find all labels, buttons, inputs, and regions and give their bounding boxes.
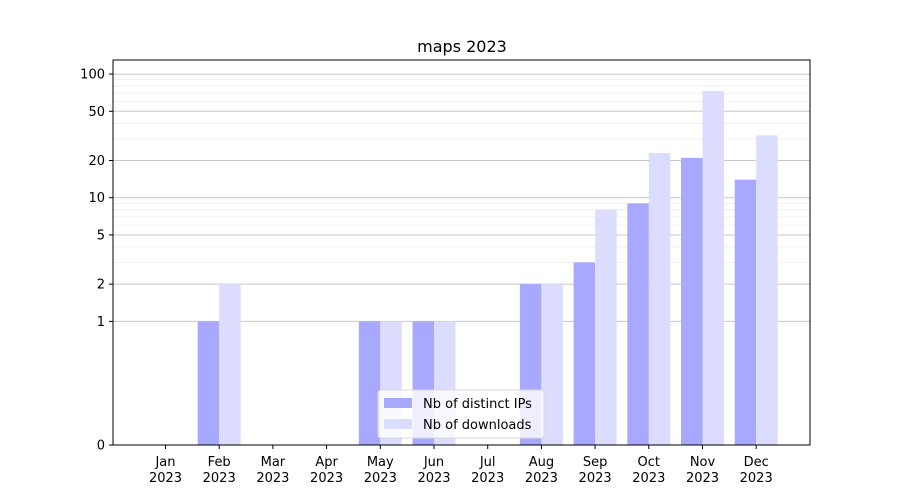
x-tick-label-year: 2023	[256, 471, 289, 486]
plot-frame	[112, 59, 811, 446]
legend-swatch	[384, 398, 412, 408]
legend-label: Nb of downloads	[423, 418, 532, 433]
x-tick-label-year: 2023	[686, 471, 719, 486]
chart-title: maps 2023	[417, 37, 507, 56]
x-tick-label-month: Apr	[315, 455, 338, 470]
x-tick-label-year: 2023	[203, 471, 236, 486]
x-tick-label-year: 2023	[525, 471, 558, 486]
x-tick-label-year: 2023	[740, 471, 773, 486]
legend-swatch	[384, 419, 412, 429]
x-tick-label-month: Nov	[690, 455, 716, 470]
legend-label: Nb of distinct IPs	[423, 397, 532, 412]
bar-ips	[358, 321, 381, 445]
bar-downloads	[219, 284, 241, 445]
bar-downloads	[595, 209, 617, 445]
bar-downloads	[702, 90, 724, 445]
y-tick-label: 50	[88, 105, 105, 120]
bar-ips	[197, 321, 220, 445]
y-tick-label: 20	[88, 154, 105, 169]
bar-ips	[627, 203, 649, 445]
x-tick-label-month: Feb	[208, 455, 231, 470]
y-tick-label: 5	[97, 228, 105, 243]
x-tick-label-year: 2023	[417, 471, 450, 486]
y-tick-label: 10	[88, 191, 105, 206]
x-axis: Jan2023Feb2023Mar2023Apr2023May2023Jun20…	[149, 445, 773, 486]
x-tick-label-month: Jun	[423, 455, 444, 470]
x-tick-label-month: Mar	[261, 455, 286, 470]
x-tick-label-month: Jul	[479, 455, 496, 470]
x-tick-label-month: Jan	[154, 455, 175, 470]
y-tick-label: 0	[97, 439, 105, 454]
bar-ips	[734, 179, 757, 446]
y-tick-label: 2	[97, 278, 105, 293]
x-tick-label-month: Aug	[529, 455, 554, 470]
y-axis: 0 1 2 5 10 20 50 100	[80, 68, 113, 454]
x-tick-label-year: 2023	[310, 471, 343, 486]
bar-downloads	[648, 153, 671, 445]
x-tick-label-month: Oct	[638, 455, 660, 470]
x-tick-label-year: 2023	[579, 471, 612, 486]
x-tick-label-year: 2023	[632, 471, 665, 486]
x-tick-label-year: 2023	[149, 471, 182, 486]
legend: Nb of distinct IPs Nb of downloads	[377, 389, 545, 439]
y-tick-label: 100	[80, 68, 105, 83]
x-tick-label-month: May	[367, 455, 394, 470]
bar-downloads	[756, 135, 778, 445]
bar-ips	[681, 157, 703, 446]
x-tick-label-year: 2023	[471, 471, 504, 486]
bar-ips	[573, 262, 596, 445]
x-tick-label-month: Sep	[583, 455, 608, 470]
y-tick-label: 1	[97, 315, 105, 330]
x-tick-label-year: 2023	[364, 471, 397, 486]
bar-downloads	[541, 284, 563, 445]
x-tick-label-month: Dec	[744, 455, 769, 470]
legend-box	[377, 389, 545, 439]
